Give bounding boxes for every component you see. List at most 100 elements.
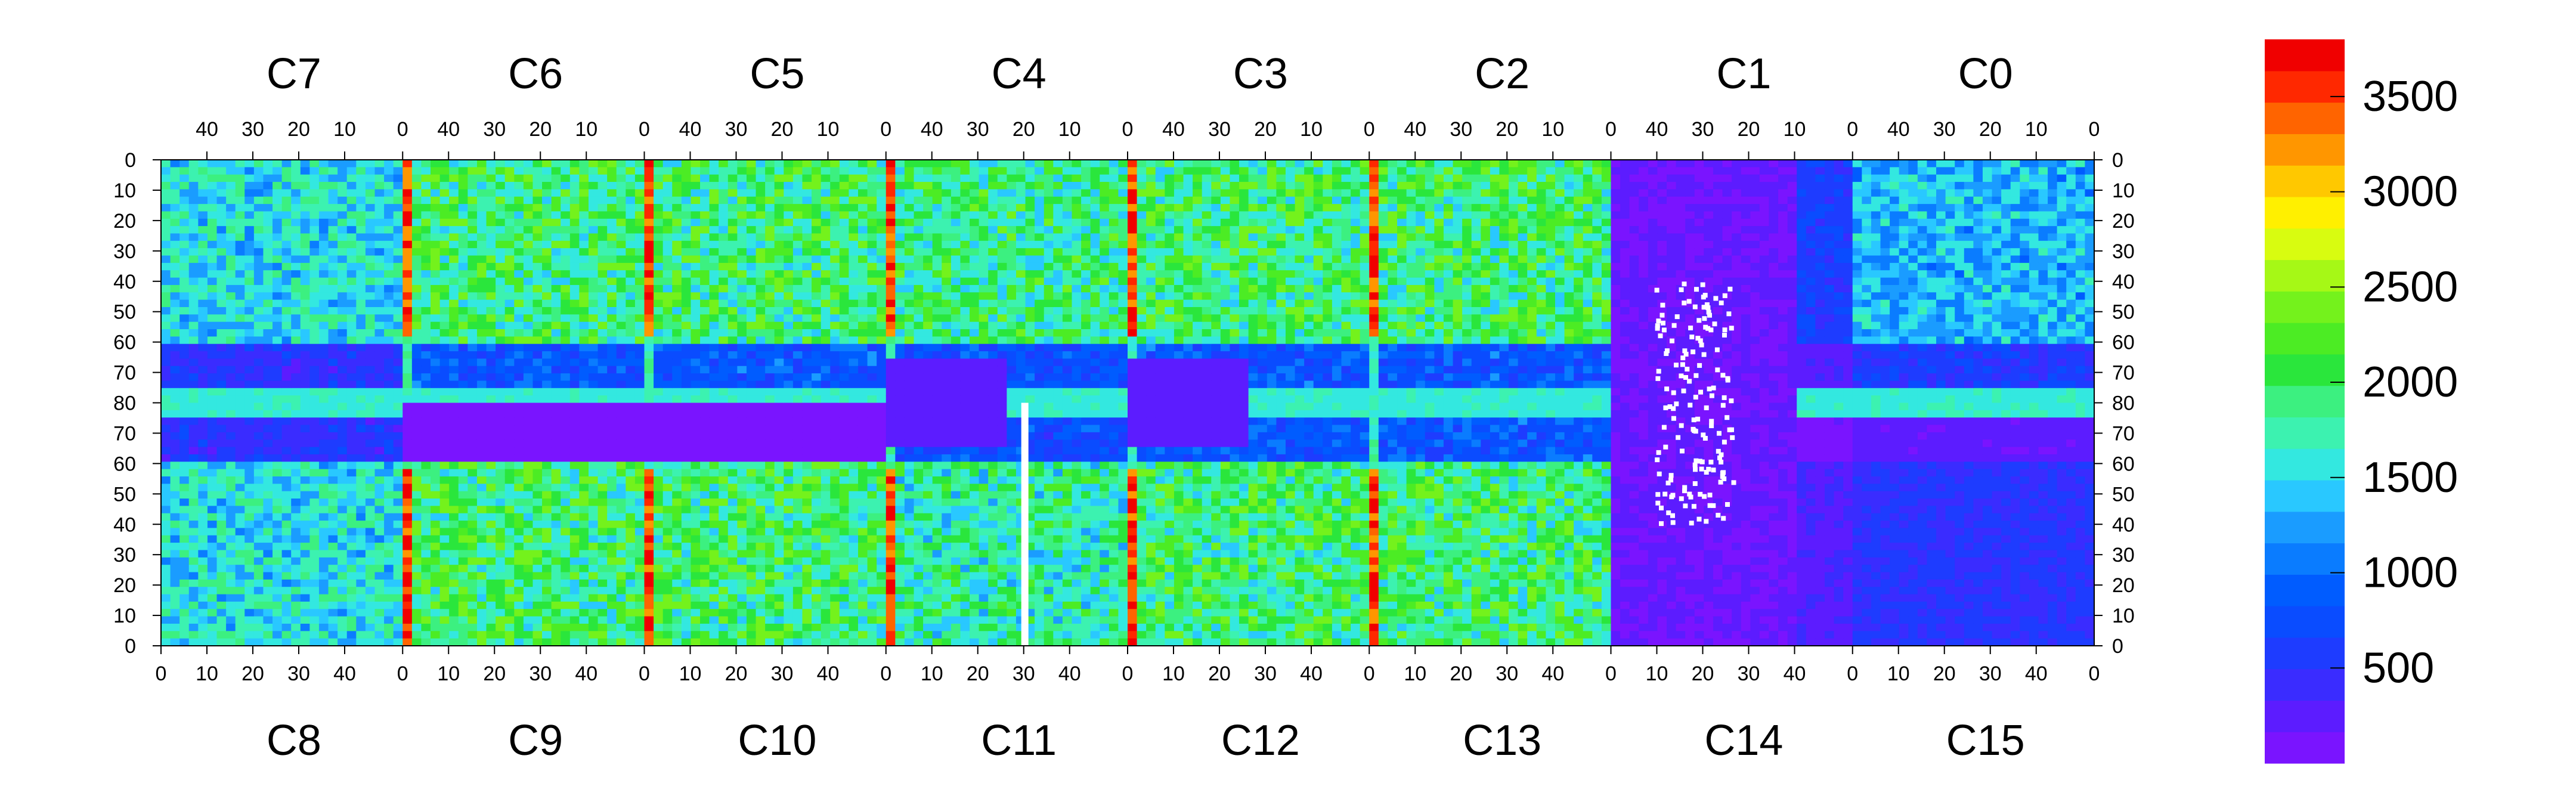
heatmap-cell bbox=[226, 535, 236, 543]
heatmap-cell bbox=[328, 425, 338, 433]
heatmap-cell bbox=[774, 557, 784, 565]
heatmap-cell bbox=[626, 506, 636, 514]
heatmap-cell bbox=[402, 439, 413, 448]
heatmap-cell bbox=[588, 160, 599, 168]
heatmap-cell bbox=[253, 388, 264, 396]
heatmap-cell bbox=[346, 587, 357, 595]
heatmap-cell bbox=[691, 499, 701, 506]
heatmap-cell bbox=[467, 410, 478, 418]
heatmap-cell bbox=[356, 572, 366, 580]
heatmap-cell bbox=[765, 469, 775, 477]
heatmap-cell bbox=[346, 579, 357, 587]
heatmap-cell bbox=[170, 233, 180, 242]
heatmap-cell bbox=[486, 417, 496, 426]
heatmap-cell bbox=[198, 616, 208, 624]
heatmap-cell bbox=[542, 284, 552, 293]
heatmap-cell bbox=[458, 380, 468, 389]
heatmap-cell bbox=[244, 336, 255, 345]
heatmap-cell bbox=[588, 174, 599, 182]
heatmap-cell bbox=[812, 462, 822, 470]
heatmap-cell bbox=[719, 211, 729, 219]
heatmap-cell bbox=[709, 469, 719, 477]
heatmap-cell bbox=[579, 521, 589, 529]
heatmap-cell bbox=[291, 601, 301, 609]
heatmap-cell bbox=[300, 594, 310, 602]
heatmap-cell bbox=[737, 204, 747, 212]
heatmap-cell bbox=[449, 174, 459, 182]
heatmap-cell bbox=[839, 299, 850, 308]
heatmap-cell bbox=[597, 292, 608, 301]
heatmap-cell bbox=[849, 587, 859, 595]
heatmap-cell bbox=[597, 270, 608, 278]
heatmap-cell bbox=[281, 550, 292, 558]
heatmap-cell bbox=[626, 484, 636, 492]
heatmap-cell bbox=[476, 380, 487, 389]
heatmap-cell bbox=[569, 476, 580, 484]
heatmap-cell bbox=[291, 550, 301, 558]
heatmap-cell bbox=[579, 329, 589, 337]
heatmap-cell bbox=[830, 284, 840, 293]
heatmap-cell bbox=[449, 432, 459, 440]
heatmap-cell bbox=[244, 226, 255, 234]
heatmap-cell bbox=[263, 469, 273, 477]
heatmap-cell bbox=[170, 425, 180, 433]
heatmap-cell bbox=[802, 631, 812, 639]
heatmap-cell bbox=[830, 631, 840, 639]
heatmap-cell bbox=[449, 462, 459, 470]
heatmap-cell bbox=[691, 292, 701, 301]
heatmap-cell bbox=[486, 484, 496, 492]
heatmap-cell bbox=[765, 513, 775, 521]
heatmap-cell bbox=[700, 211, 710, 219]
heatmap-cell bbox=[476, 306, 487, 315]
heatmap-cell bbox=[318, 182, 329, 190]
heatmap-cell bbox=[504, 388, 515, 396]
heatmap-cell bbox=[727, 631, 738, 639]
heatmap-cell bbox=[616, 196, 626, 205]
heatmap-cell bbox=[504, 521, 515, 529]
heatmap-cell bbox=[179, 351, 190, 360]
heatmap-cell bbox=[746, 513, 757, 521]
heatmap-cell bbox=[161, 616, 171, 624]
heatmap-cell bbox=[244, 248, 255, 256]
heatmap-cell bbox=[672, 160, 682, 168]
heatmap-cell bbox=[774, 616, 784, 624]
heatmap-cell bbox=[626, 521, 636, 529]
heatmap-cell bbox=[802, 306, 812, 315]
heatmap-cell bbox=[318, 351, 329, 360]
heatmap-cell bbox=[300, 292, 310, 301]
heatmap-cell bbox=[588, 204, 599, 212]
heatmap-cell bbox=[504, 499, 515, 506]
heatmap-cell bbox=[188, 196, 199, 205]
heatmap-cell bbox=[792, 528, 803, 536]
heatmap-cell bbox=[486, 579, 496, 587]
heatmap-cell bbox=[318, 174, 329, 182]
heatmap-cell bbox=[802, 535, 812, 543]
heatmap-cell bbox=[644, 484, 654, 492]
heatmap-cell bbox=[654, 336, 664, 345]
heatmap-cell bbox=[338, 343, 348, 352]
heatmap-cell bbox=[681, 499, 692, 506]
heatmap-cell bbox=[765, 454, 775, 462]
heatmap-cell bbox=[216, 462, 227, 470]
heatmap-cell bbox=[588, 439, 599, 448]
heatmap-cell bbox=[821, 601, 831, 609]
heatmap-cell bbox=[737, 476, 747, 484]
heatmap-cell bbox=[421, 366, 431, 374]
heatmap-cell bbox=[207, 417, 218, 426]
heatmap-cell bbox=[792, 594, 803, 602]
heatmap-cell bbox=[857, 380, 868, 389]
heatmap-cell bbox=[439, 262, 450, 271]
heatmap-cell bbox=[504, 425, 515, 433]
heatmap-cell bbox=[737, 262, 747, 271]
heatmap-cell bbox=[291, 358, 301, 367]
heatmap-cell bbox=[179, 189, 190, 197]
heatmap-cell bbox=[170, 410, 180, 418]
heatmap-cell bbox=[467, 299, 478, 308]
heatmap-cell bbox=[188, 402, 199, 411]
heatmap-cell bbox=[857, 425, 868, 433]
heatmap-cell bbox=[273, 167, 283, 175]
heatmap-cell bbox=[328, 218, 338, 227]
heatmap-cell bbox=[812, 189, 822, 197]
heatmap-cell bbox=[672, 432, 682, 440]
heatmap-cell bbox=[616, 623, 626, 631]
